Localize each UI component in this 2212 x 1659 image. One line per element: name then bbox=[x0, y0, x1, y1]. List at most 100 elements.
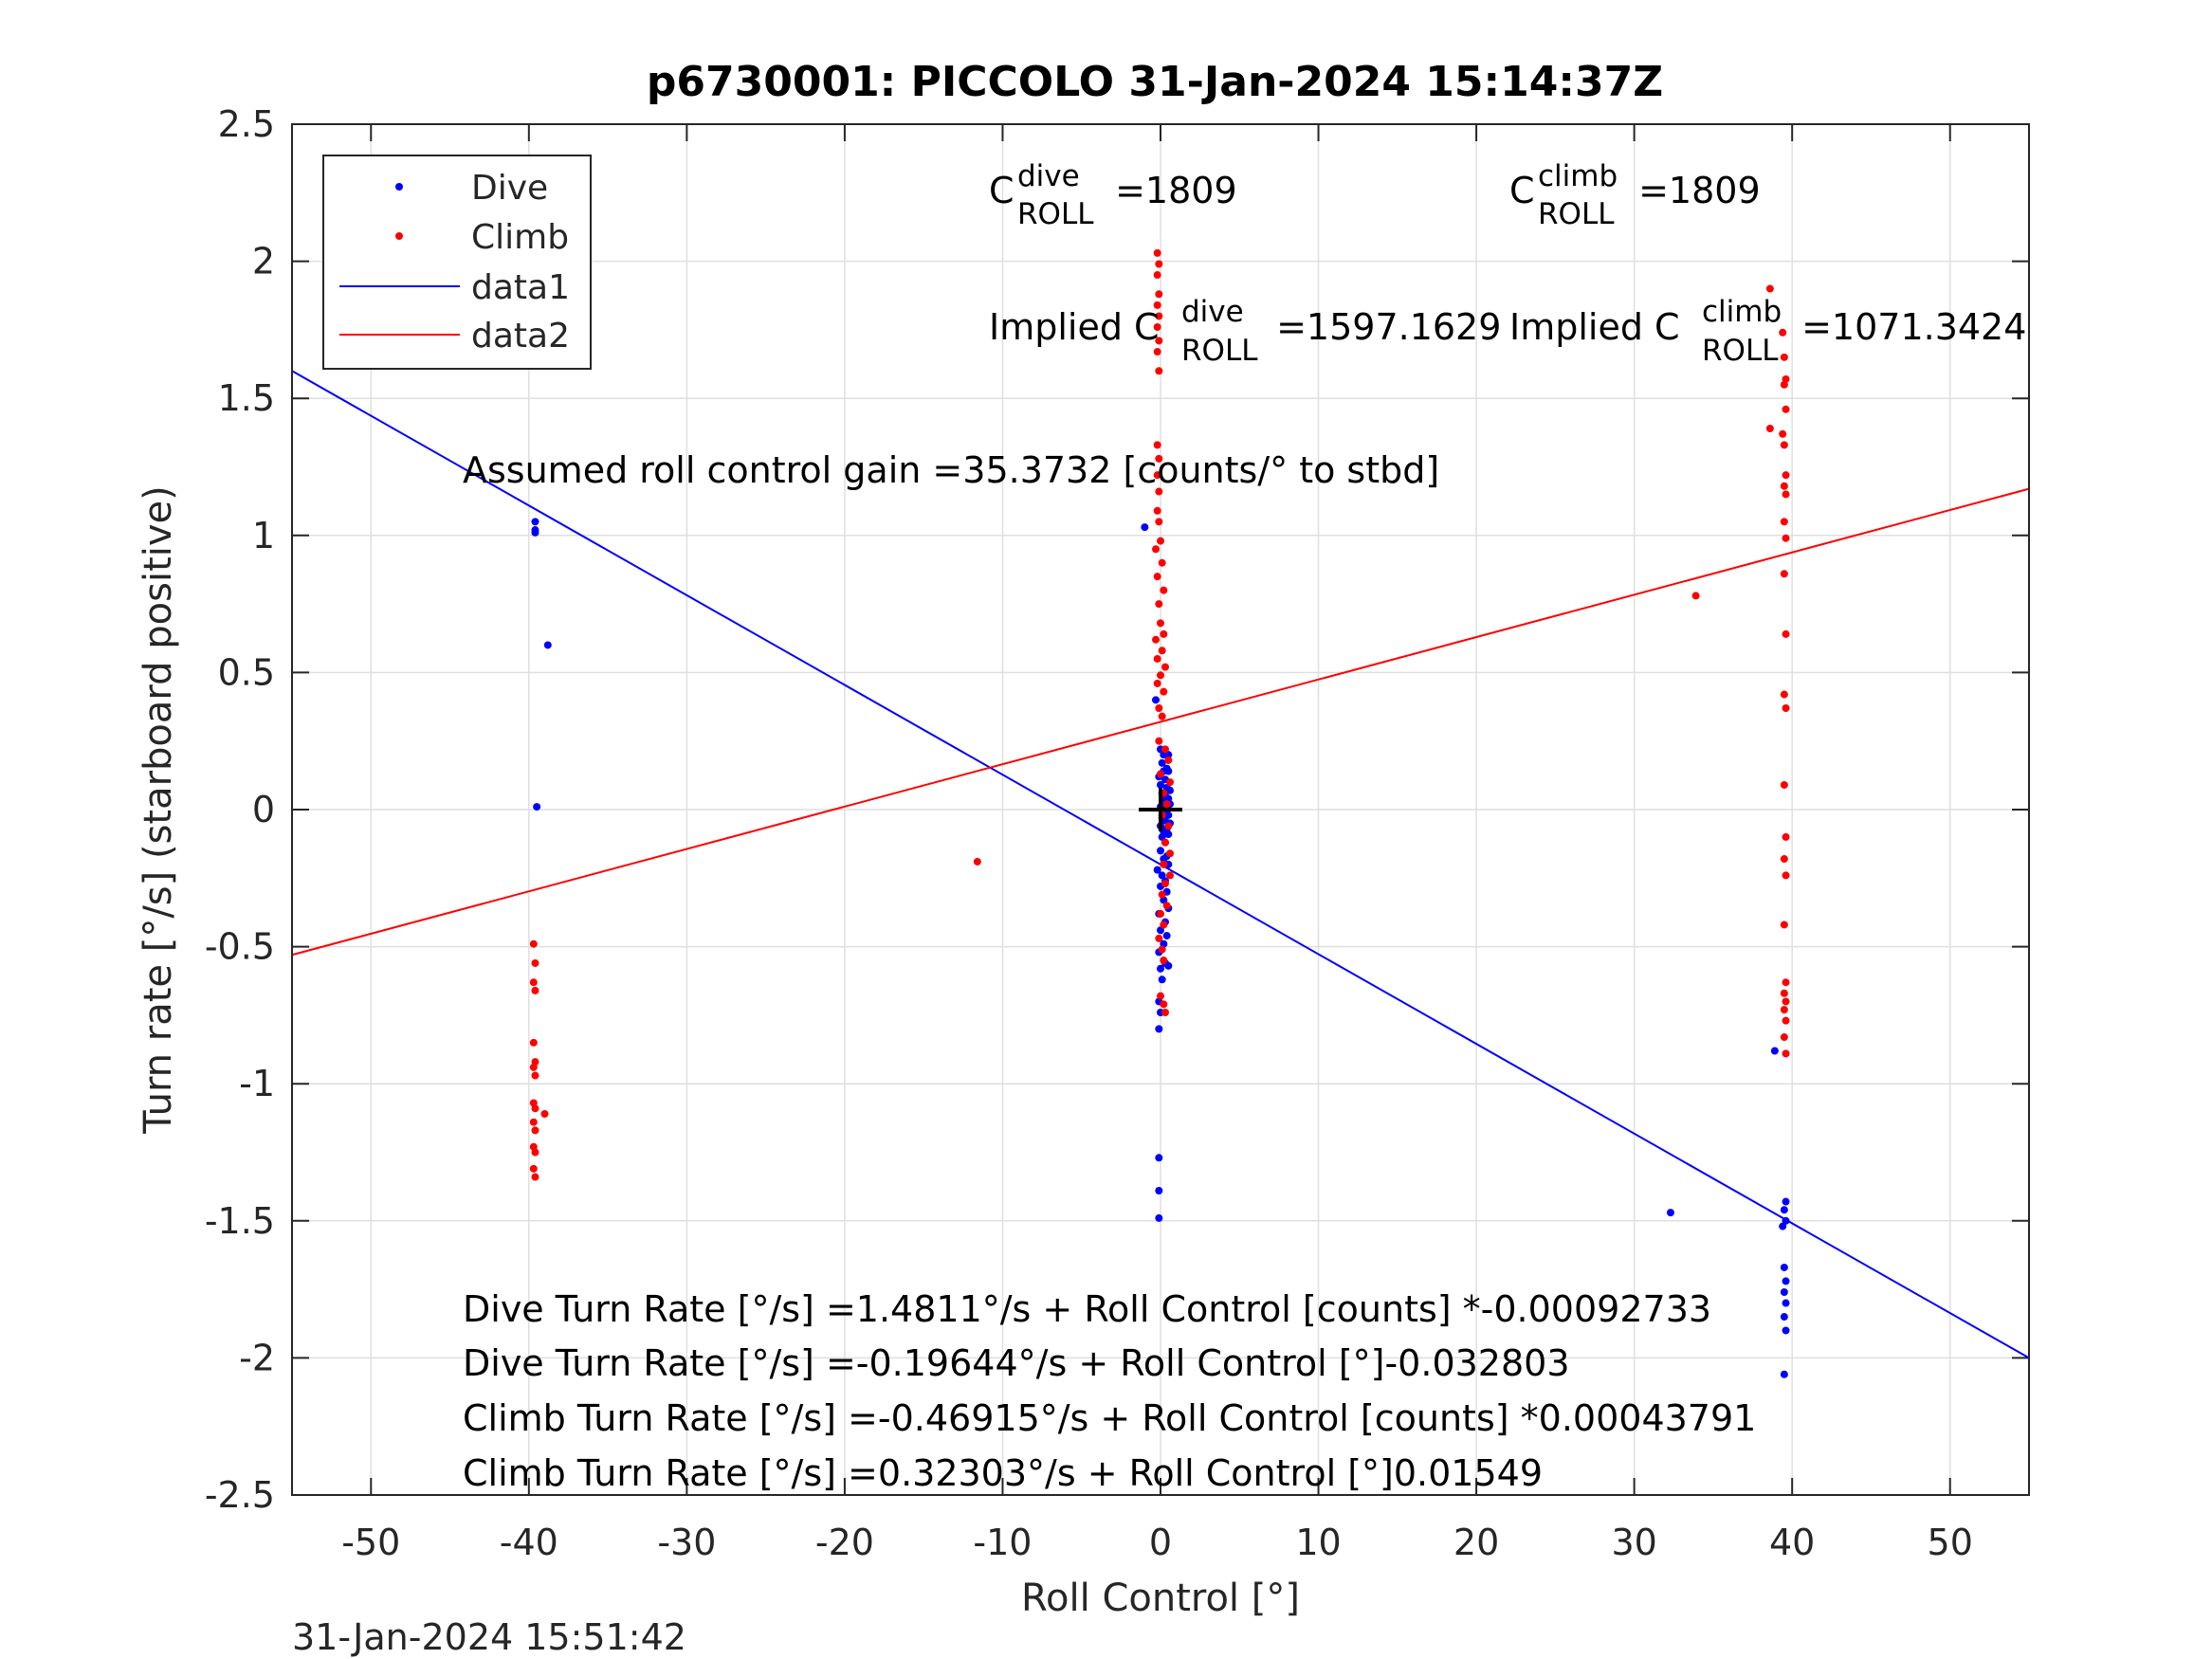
center-marker bbox=[1139, 788, 1182, 831]
climb-point bbox=[1160, 586, 1168, 594]
dive-point bbox=[1158, 975, 1166, 984]
climb-point bbox=[1153, 679, 1161, 687]
climb-point bbox=[1765, 284, 1774, 293]
dive-point bbox=[1155, 1213, 1163, 1222]
dive-point bbox=[1782, 1299, 1790, 1307]
climb-point bbox=[1765, 425, 1774, 433]
climb-point bbox=[1161, 838, 1169, 847]
y-axis-label: Turn rate [°/s] (starboard positive) bbox=[137, 485, 180, 1135]
climb-point bbox=[1160, 687, 1168, 696]
climb-point bbox=[1165, 778, 1174, 787]
climb-point bbox=[1780, 921, 1788, 929]
climb-point bbox=[1691, 592, 1700, 600]
climb-point bbox=[1158, 647, 1166, 655]
dive-point bbox=[1157, 964, 1164, 973]
climb-point bbox=[1780, 570, 1788, 578]
climb-point bbox=[1153, 323, 1161, 332]
climb-point bbox=[1158, 890, 1166, 899]
annotation-implied-climb: Implied C climb ROLL =1071.3424 bbox=[1509, 295, 2026, 368]
x-tick-label: -10 bbox=[973, 1522, 1032, 1563]
dive-point bbox=[1164, 830, 1173, 839]
y-tick-label: -2.5 bbox=[205, 1474, 275, 1516]
dive-point bbox=[1164, 751, 1173, 759]
climb-point bbox=[529, 1118, 538, 1126]
climb-point bbox=[1153, 248, 1161, 257]
climb-point bbox=[1155, 518, 1163, 526]
dive-point bbox=[1770, 1047, 1779, 1055]
x-tick-label: -40 bbox=[500, 1522, 558, 1563]
climb-point bbox=[529, 1038, 538, 1047]
climb-point bbox=[1157, 909, 1164, 918]
c-roll-dive-sub: ROLL bbox=[1017, 197, 1094, 231]
dive-point bbox=[1162, 932, 1171, 940]
y-tick-label: 2 bbox=[252, 241, 275, 283]
dive-point bbox=[1155, 1186, 1163, 1194]
climb-point bbox=[1157, 992, 1164, 1000]
climb-point bbox=[1155, 454, 1163, 463]
x-tick-label: 30 bbox=[1611, 1522, 1656, 1563]
climb-point bbox=[1160, 629, 1168, 638]
climb-point bbox=[1165, 871, 1174, 880]
climb-point bbox=[1164, 756, 1173, 764]
legend-climb-label: Climb bbox=[471, 218, 569, 257]
climb-point bbox=[1162, 800, 1171, 809]
dive-point bbox=[1780, 1370, 1788, 1378]
climb-point bbox=[1782, 978, 1790, 987]
climb-point bbox=[1161, 663, 1169, 671]
climb-point bbox=[531, 1126, 539, 1135]
implied-climb-sup: climb bbox=[1702, 295, 1782, 329]
dive-point bbox=[1160, 855, 1168, 864]
legend-box bbox=[322, 155, 592, 370]
y-tick-label: 0 bbox=[252, 789, 275, 830]
climb-point bbox=[529, 939, 538, 948]
climb-point bbox=[529, 1063, 538, 1071]
chart-title: p6730001: PICCOLO 31-Jan-2024 15:14:37Z bbox=[647, 58, 1663, 106]
equation-dive-degrees: Dive Turn Rate [°/s] =-0.19644°/s + Roll… bbox=[463, 1342, 1570, 1384]
dive-point bbox=[1782, 1216, 1790, 1225]
y-tick-label: -1 bbox=[239, 1063, 275, 1104]
x-tick-label: 50 bbox=[1928, 1522, 1973, 1563]
y-tick-label: 0.5 bbox=[218, 651, 275, 693]
climb-point bbox=[1162, 902, 1171, 910]
climb-point bbox=[1780, 780, 1788, 789]
x-tick-label: 40 bbox=[1769, 1522, 1815, 1563]
dive-point bbox=[1780, 1206, 1788, 1214]
y-tick-label: 2.5 bbox=[218, 103, 275, 145]
y-tick-label: -0.5 bbox=[205, 926, 275, 968]
climb-point bbox=[1158, 712, 1166, 720]
plot-frame bbox=[291, 123, 2030, 1496]
c-roll-climb-sup: climb bbox=[1538, 159, 1618, 193]
climb-point bbox=[1782, 703, 1790, 712]
dive-point bbox=[1153, 866, 1161, 874]
climb-point bbox=[1780, 989, 1788, 997]
climb-point bbox=[1161, 1009, 1169, 1017]
x-tick-label: 0 bbox=[1149, 1522, 1172, 1563]
climb-point bbox=[531, 958, 539, 967]
climb-point bbox=[1160, 921, 1168, 929]
climb-point bbox=[1780, 518, 1788, 526]
climb-point bbox=[1161, 880, 1169, 888]
legend: Dive Climb data1 data2 bbox=[322, 155, 592, 370]
climb-point bbox=[1782, 490, 1790, 499]
fit-line-data2 bbox=[291, 487, 2030, 957]
equation-climb-counts: Climb Turn Rate [°/s] =-0.46915°/s + Rol… bbox=[463, 1397, 1756, 1439]
climb-point bbox=[1780, 482, 1788, 490]
implied-dive-sup: dive bbox=[1181, 295, 1244, 329]
dive-point bbox=[1157, 847, 1164, 855]
implied-climb-prefix: Implied C bbox=[1509, 306, 1680, 348]
implied-climb-value: =1071.3424 bbox=[1790, 306, 2026, 348]
x-tick-labels: -50 -40 -30 -20 -10 0 10 20 30 40 50 bbox=[341, 1522, 1973, 1563]
c-roll-climb-value: =1809 bbox=[1627, 170, 1761, 211]
dive-point bbox=[1152, 696, 1161, 704]
climb-point bbox=[531, 1173, 539, 1181]
dive-point bbox=[1780, 1263, 1788, 1271]
climb-point bbox=[1155, 487, 1163, 496]
climb-point bbox=[1152, 545, 1161, 554]
dive-point bbox=[533, 803, 541, 811]
climb-point bbox=[1158, 558, 1166, 567]
climb-point bbox=[529, 1164, 538, 1173]
dive-point bbox=[1157, 780, 1164, 789]
dive-point bbox=[1666, 1209, 1674, 1217]
x-axis-label: Roll Control [°] bbox=[1021, 1577, 1300, 1620]
climb-point bbox=[1780, 441, 1788, 449]
